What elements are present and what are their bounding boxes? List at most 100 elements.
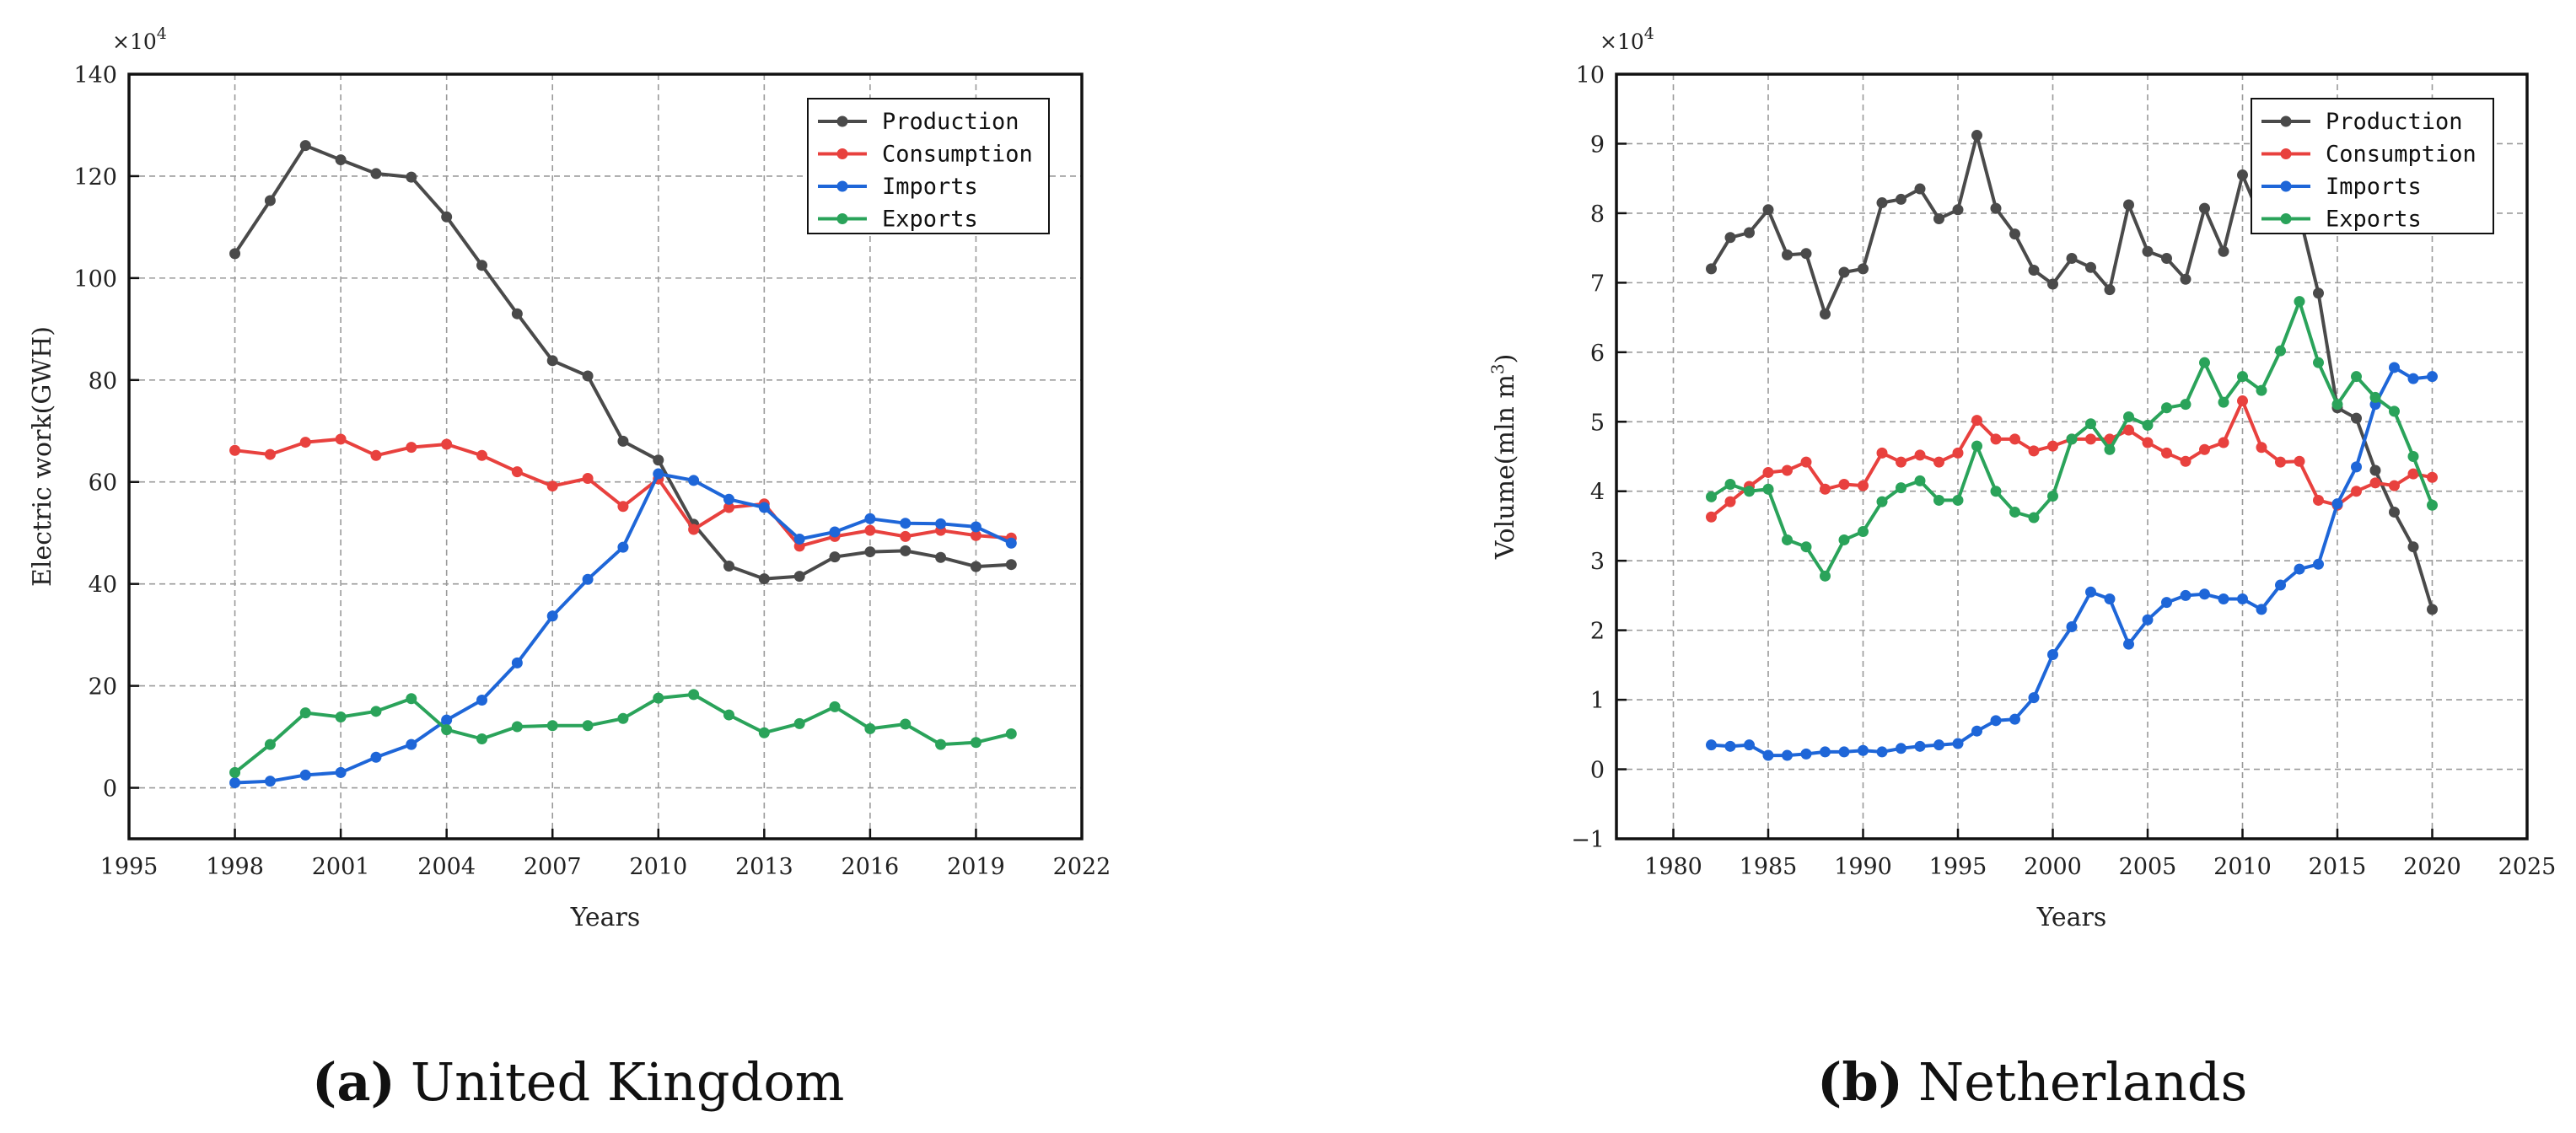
- x-tick-label: 2010: [2213, 854, 2272, 880]
- data-point-exports: [2161, 402, 2172, 414]
- data-point-exports: [2237, 371, 2248, 383]
- series-line-imports: [234, 472, 1013, 785]
- y-tick-label: 3: [1590, 549, 1605, 575]
- data-point-exports: [758, 727, 770, 738]
- data-point-imports: [2028, 692, 2040, 704]
- x-tick-label: 2007: [524, 854, 582, 880]
- data-point-consumption: [2237, 395, 2248, 407]
- data-point-consumption: [229, 444, 241, 456]
- data-point-consumption: [1858, 480, 1869, 491]
- data-point-production: [758, 573, 770, 585]
- data-point-imports: [1820, 746, 1831, 758]
- data-point-exports: [2331, 399, 2343, 411]
- y-axis-label: Electric work(GWH): [28, 326, 57, 587]
- data-point-consumption: [2009, 433, 2020, 445]
- y-tick-label: 140: [73, 62, 117, 89]
- data-point-imports: [2123, 638, 2134, 650]
- series-line-exports: [234, 692, 1012, 774]
- data-point-imports: [2389, 362, 2400, 373]
- caption-b: (b) Netherlands: [1817, 1051, 2247, 1113]
- data-point-exports: [2180, 399, 2191, 411]
- data-point-imports: [1876, 746, 1888, 758]
- data-point-production: [2009, 228, 2020, 240]
- data-point-exports: [1896, 482, 1906, 494]
- data-point-consumption: [406, 442, 417, 454]
- data-point-exports: [1990, 486, 2002, 497]
- data-point-production: [2028, 265, 2040, 277]
- data-point-production: [229, 248, 241, 260]
- data-point-exports: [829, 701, 841, 712]
- data-point-production: [582, 370, 594, 382]
- caption-a: (a) United Kingdom: [312, 1051, 844, 1113]
- data-point-exports: [970, 737, 981, 749]
- data-point-production: [1952, 204, 1964, 216]
- data-point-consumption: [370, 449, 382, 461]
- y-tick-label: 120: [73, 164, 117, 191]
- data-point-imports: [1952, 738, 1964, 749]
- data-point-production: [2104, 284, 2116, 296]
- y-tick-label: 9: [1590, 132, 1605, 158]
- data-point-consumption: [900, 530, 912, 542]
- data-point-imports: [229, 776, 241, 788]
- data-point-production: [335, 154, 347, 166]
- legend-swatch-marker: [2280, 148, 2292, 159]
- data-point-consumption: [546, 481, 558, 492]
- data-point-production: [1990, 202, 2002, 214]
- y-tick-label: 1: [1590, 688, 1605, 714]
- x-tick-label: 1990: [1834, 854, 1892, 880]
- data-point-production: [1762, 204, 1774, 216]
- data-point-exports: [264, 738, 276, 750]
- y-tick-label: −1: [1571, 827, 1605, 853]
- data-point-production: [476, 260, 488, 271]
- data-point-production: [2085, 261, 2096, 273]
- y-tick-label: 10: [1576, 62, 1605, 89]
- data-point-exports: [546, 720, 558, 732]
- data-point-exports: [1782, 534, 1793, 545]
- y-tick-label: 8: [1590, 201, 1605, 228]
- data-point-production: [2427, 604, 2438, 615]
- data-point-consumption: [2085, 433, 2096, 445]
- data-point-consumption: [1971, 415, 1982, 427]
- data-point-production: [2313, 287, 2324, 299]
- data-point-exports: [1706, 491, 1717, 502]
- data-point-exports: [511, 721, 523, 733]
- data-point-consumption: [2256, 442, 2267, 454]
- data-point-imports: [2161, 597, 2172, 609]
- data-point-exports: [1838, 534, 1850, 545]
- legend-swatch-marker: [2280, 213, 2292, 224]
- data-point-exports: [2218, 396, 2229, 408]
- data-point-imports: [1838, 746, 1850, 758]
- x-tick-label: 2019: [947, 854, 1005, 880]
- data-point-exports: [1800, 541, 1812, 553]
- data-point-production: [1820, 308, 1831, 319]
- data-point-consumption: [2218, 437, 2229, 448]
- data-point-exports: [793, 717, 805, 729]
- legend-label: Production: [2326, 109, 2463, 135]
- data-point-production: [2369, 464, 2381, 476]
- data-point-consumption: [2275, 456, 2286, 468]
- data-point-imports: [2180, 589, 2191, 601]
- data-point-production: [617, 435, 629, 447]
- data-point-consumption: [1914, 449, 1926, 461]
- y-axis-label: Volume(mln m3): [1487, 354, 1520, 561]
- data-point-imports: [864, 513, 876, 524]
- data-point-consumption: [2161, 447, 2172, 459]
- data-point-exports: [229, 766, 241, 778]
- data-point-production: [2142, 245, 2154, 257]
- data-point-consumption: [299, 437, 311, 448]
- plot-frame: [1615, 72, 2529, 840]
- x-axis-label: Years: [570, 903, 641, 932]
- plot-frame: [127, 72, 1084, 840]
- data-point-exports: [476, 733, 488, 744]
- x-axis-label: Years: [2036, 903, 2107, 932]
- data-point-imports: [900, 518, 912, 529]
- data-point-consumption: [1896, 456, 1906, 468]
- legend-label: Imports: [2326, 174, 2422, 200]
- data-point-consumption: [2123, 424, 2134, 436]
- y-tick-label: 6: [1590, 341, 1605, 367]
- data-point-consumption: [441, 438, 453, 450]
- data-point-consumption: [2142, 437, 2154, 448]
- data-point-production: [1744, 227, 1755, 239]
- x-tick-label: 1995: [100, 854, 159, 880]
